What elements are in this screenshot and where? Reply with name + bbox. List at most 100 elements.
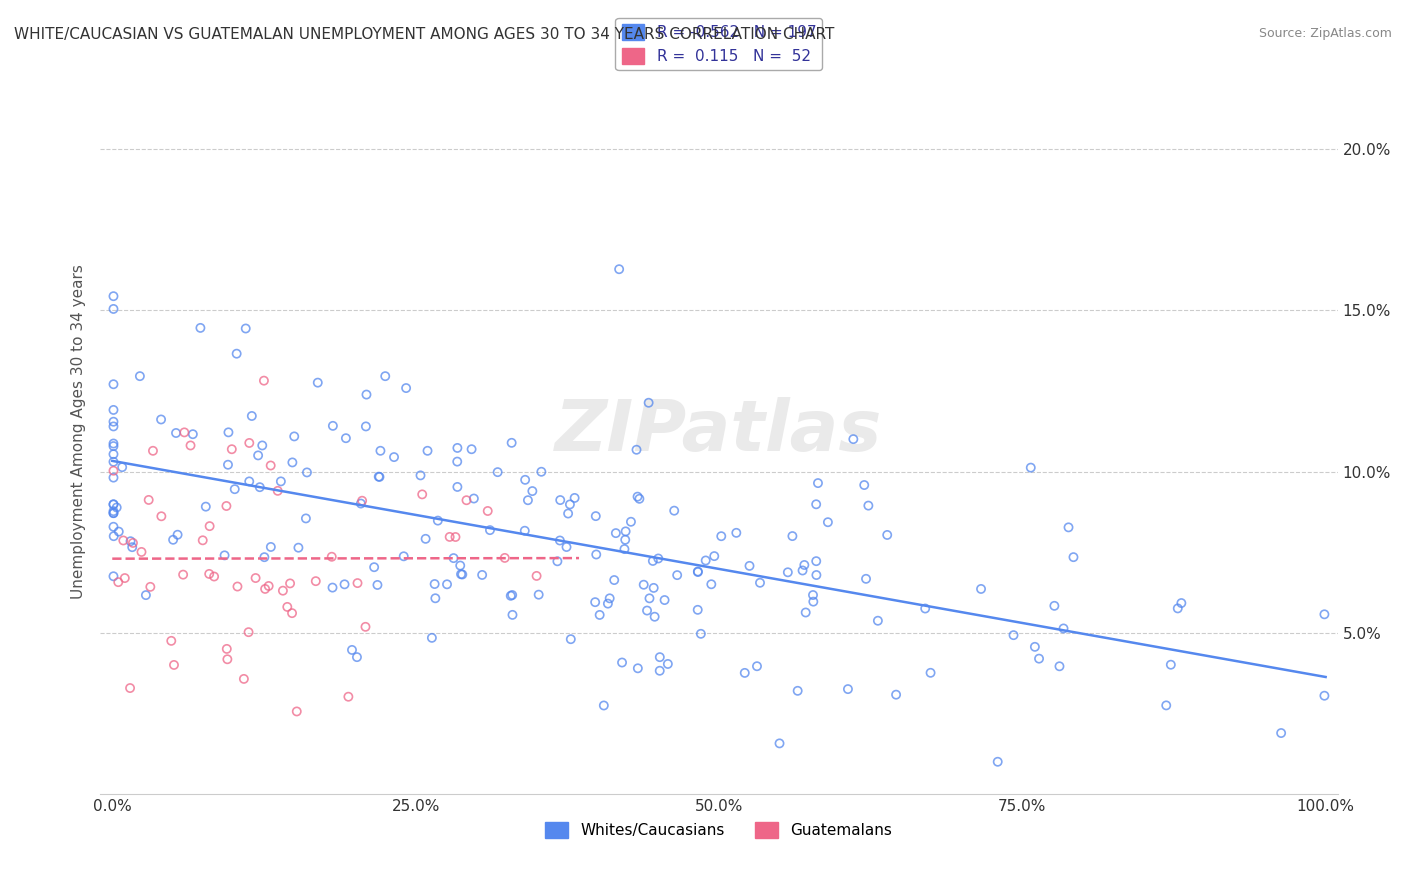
Point xyxy=(478,523,501,537)
Point xyxy=(285,705,308,719)
Point xyxy=(548,493,571,508)
Point xyxy=(648,664,671,678)
Point xyxy=(1049,659,1071,673)
Point xyxy=(1019,460,1042,475)
Point xyxy=(876,528,898,542)
Point xyxy=(240,409,263,423)
Point xyxy=(252,438,274,452)
Point xyxy=(443,551,465,566)
Point xyxy=(131,545,153,559)
Point xyxy=(686,565,709,579)
Point xyxy=(654,593,676,607)
Point xyxy=(105,500,128,515)
Point xyxy=(526,569,548,583)
Point xyxy=(605,526,627,541)
Point xyxy=(112,533,135,548)
Point xyxy=(855,572,877,586)
Point xyxy=(163,657,186,672)
Text: ZIPatlas: ZIPatlas xyxy=(555,397,883,466)
Point xyxy=(914,601,936,615)
Point xyxy=(271,583,294,598)
Point xyxy=(232,672,254,686)
Point xyxy=(644,609,666,624)
Point xyxy=(1043,599,1066,613)
Point xyxy=(180,438,202,452)
Point xyxy=(257,579,280,593)
Point xyxy=(103,436,125,450)
Point xyxy=(420,631,443,645)
Point xyxy=(295,466,318,480)
Point xyxy=(793,558,815,572)
Point xyxy=(287,541,309,555)
Point xyxy=(245,571,267,585)
Point xyxy=(295,511,318,525)
Point xyxy=(585,509,607,524)
Point xyxy=(1160,657,1182,672)
Point xyxy=(486,465,509,479)
Point xyxy=(103,464,125,478)
Point xyxy=(103,403,125,417)
Point xyxy=(643,581,665,595)
Point xyxy=(1024,640,1046,654)
Point xyxy=(1052,622,1074,636)
Point xyxy=(806,568,828,582)
Point xyxy=(477,504,499,518)
Point xyxy=(666,568,689,582)
Point xyxy=(103,455,125,469)
Point xyxy=(352,493,374,508)
Point xyxy=(555,540,578,554)
Point xyxy=(337,690,360,704)
Point xyxy=(194,500,217,514)
Point xyxy=(190,321,212,335)
Point xyxy=(592,698,614,713)
Point xyxy=(842,432,865,446)
Point xyxy=(283,429,305,443)
Point xyxy=(270,475,292,489)
Point xyxy=(1313,607,1336,622)
Point xyxy=(515,473,537,487)
Point xyxy=(585,548,607,562)
Point xyxy=(436,577,458,591)
Point xyxy=(745,659,768,673)
Point xyxy=(370,443,392,458)
Point xyxy=(103,447,125,461)
Point xyxy=(626,442,648,457)
Point xyxy=(449,558,471,573)
Point xyxy=(415,532,437,546)
Point xyxy=(749,575,772,590)
Point xyxy=(695,553,717,567)
Point xyxy=(446,480,468,494)
Point xyxy=(103,377,125,392)
Point xyxy=(734,665,756,680)
Point xyxy=(806,554,828,568)
Point xyxy=(267,483,290,498)
Point xyxy=(217,458,239,472)
Point xyxy=(139,580,162,594)
Point xyxy=(238,436,260,450)
Point xyxy=(776,566,799,580)
Point xyxy=(181,427,204,442)
Text: Source: ZipAtlas.com: Source: ZipAtlas.com xyxy=(1258,27,1392,40)
Point xyxy=(837,682,859,697)
Point xyxy=(423,577,446,591)
Point xyxy=(589,607,612,622)
Point xyxy=(1062,550,1084,565)
Point xyxy=(107,575,129,590)
Point xyxy=(278,576,301,591)
Point xyxy=(354,620,377,634)
Point xyxy=(513,524,536,538)
Point xyxy=(363,560,385,574)
Point xyxy=(738,558,761,573)
Point xyxy=(354,419,377,434)
Point xyxy=(853,478,876,492)
Point xyxy=(215,499,238,513)
Point xyxy=(614,524,637,539)
Point xyxy=(557,507,579,521)
Point xyxy=(165,425,187,440)
Point xyxy=(247,449,270,463)
Point xyxy=(710,529,733,543)
Point xyxy=(276,599,298,614)
Point xyxy=(633,578,655,592)
Point xyxy=(626,490,648,504)
Point xyxy=(253,550,276,565)
